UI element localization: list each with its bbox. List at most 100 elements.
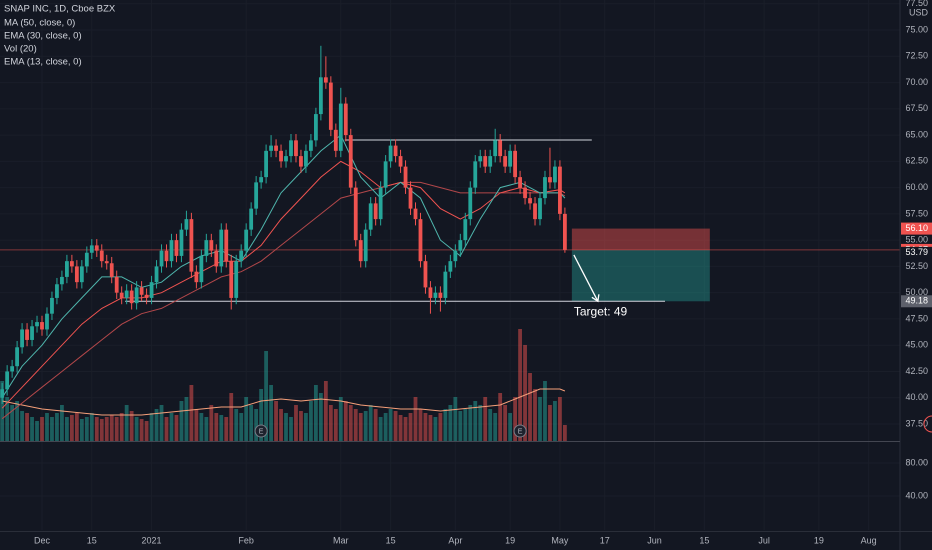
earnings-marker [513,424,527,438]
candle-body [358,240,363,262]
candle-body [269,145,273,151]
candle-body [304,150,308,167]
candle-body [314,114,318,141]
candle-body [323,77,328,83]
candle-body [348,135,353,188]
volume-bar [129,411,134,441]
candle-body [453,250,458,262]
candle-body [214,250,219,267]
volume-bar [543,381,547,441]
volume-bar [244,397,249,441]
price-label: 53.79 [905,247,928,257]
volume-bar [333,409,338,441]
volume-bar [408,413,413,441]
volume-bar [84,417,89,441]
volume-bar [89,413,94,441]
volume-bar [363,411,368,441]
candle-body [84,252,89,267]
y-tick-label: 55.00 [905,235,928,245]
candle-body [35,322,39,327]
volume-bar [264,351,268,441]
candle-body [109,263,114,277]
candle-body [134,287,139,304]
stop-zone [571,228,710,250]
candle-body [189,219,194,272]
y-tick-label: 80.00 [905,457,928,467]
x-tick-label: May [551,535,569,545]
volume-bar [538,397,542,441]
candle-body [249,208,254,230]
volume-bar [453,397,458,441]
volume-bar [60,405,64,441]
candle-body [338,103,343,151]
candle-body [254,182,259,209]
volume-bar [134,417,139,441]
x-tick-label: Dec [34,535,51,545]
candle-body [199,255,204,283]
earnings-marker [254,424,268,438]
volume-bar [323,381,328,441]
y-tick-label: 57.50 [905,208,928,218]
earnings-label: E [518,428,523,435]
candle-body [343,103,348,136]
indicator-line [1,160,566,409]
volume-bar [458,411,463,441]
candle-body [40,322,44,330]
candle-body [503,156,508,167]
candle-body [69,261,74,267]
volume-bar [199,413,204,441]
candle-body [149,282,154,298]
candle-body [30,326,34,340]
candle-body [458,240,463,251]
volume-bar [468,405,473,441]
x-tick-label: 17 [600,535,610,545]
candle-body [463,219,468,241]
target-label: Target: 49 [574,304,628,318]
candle-body [179,229,184,256]
candle-body [159,250,164,267]
volume-bar [209,405,214,441]
candle-body [483,156,488,167]
candle-body [528,198,532,204]
legend-item: MA (50, close, 0) [4,18,75,29]
volume-bar [343,401,348,441]
candle-body [558,166,562,214]
y-tick-label: 50.00 [905,287,928,297]
candle-body [403,166,408,188]
volume-bar [149,413,154,441]
candle-body [79,266,84,283]
volume-bar [179,401,184,441]
candle-body [553,166,557,183]
volume-bar [353,409,358,441]
volume-bar [413,397,418,441]
candle-body [74,266,79,283]
candle-body [428,287,433,298]
volume-bar [40,417,44,441]
volume-bar [368,405,373,441]
candle-body [65,261,69,277]
candle-body [289,140,293,157]
candle-body [309,140,313,151]
candle-body [229,261,234,298]
candle-body [50,297,54,314]
volume-bar [314,385,318,441]
earnings-label: E [259,428,264,435]
candle-body [224,229,229,262]
volume-bar [328,405,333,441]
candle-body [488,156,493,167]
candle-body [10,366,15,372]
candle-body [493,140,498,157]
candle-body [333,129,338,151]
volume-bar [403,417,408,441]
candle-body [318,77,323,115]
candle-body [299,156,303,167]
volume-bar [393,411,398,441]
volume-bar [254,409,259,441]
volume-bar [15,401,19,441]
price-label-bg [901,295,932,308]
candle-body [194,271,199,283]
volume-bar [553,401,557,441]
volume-bar [528,373,532,441]
volume-bar [483,397,488,441]
volume-bar [523,345,527,441]
